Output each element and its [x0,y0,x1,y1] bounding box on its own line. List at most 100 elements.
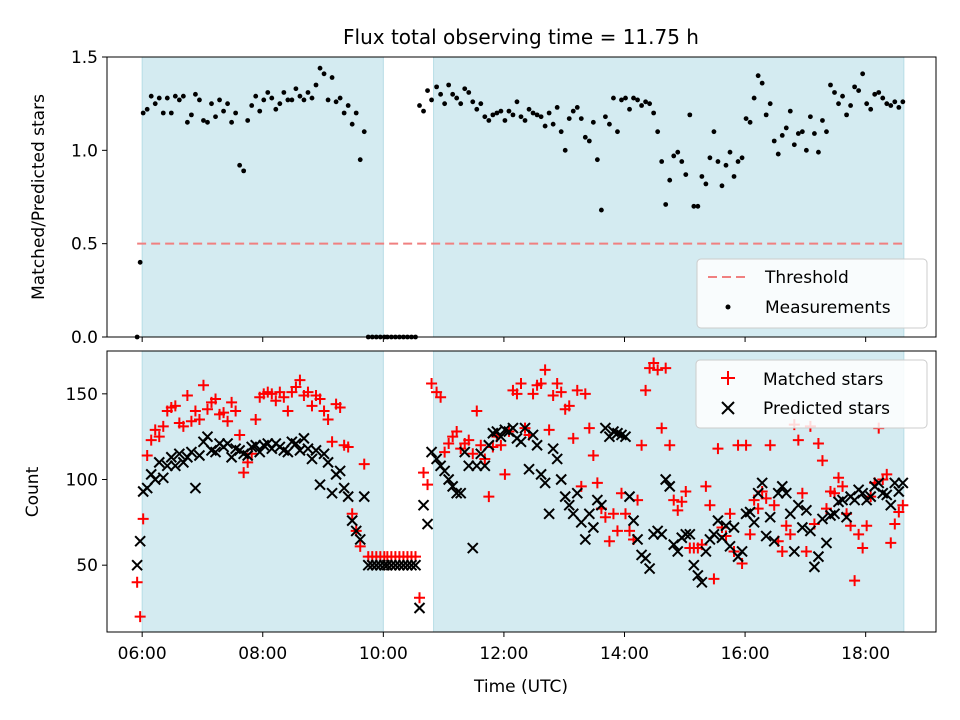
matched-star-point [471,405,483,417]
predicted-star-point [684,528,696,541]
measurement-point [868,106,874,112]
predicted-star-point [680,528,692,541]
measurement-point [590,119,596,125]
predicted-star-point [131,559,143,571]
bottom-legend-box [695,359,928,429]
matched-star-point [664,439,676,451]
predicted-star-point [539,477,551,489]
predicted-star-point [804,525,817,537]
measurement-point [727,149,733,155]
matched-star-point [131,576,143,588]
measurement-point [333,99,339,105]
predicted-star-point [643,562,656,575]
predicted-star-point [796,521,809,534]
measurement-point [514,99,520,105]
measurement-point [615,129,620,135]
matched-star-point [326,436,338,448]
measurement-point [313,82,319,88]
measurement-point [160,110,166,116]
measurement-point [546,110,552,116]
predicted-star-point [421,518,434,530]
measurement-point [611,95,616,101]
measurement-point [253,93,259,99]
matched-star-point [294,374,306,386]
measurement-point [719,183,725,189]
measurement-point [156,95,162,101]
measurement-point [803,147,809,153]
matched-stars-series [131,357,909,623]
matched-star-point [660,362,672,374]
matched-star-point [812,438,824,450]
predicted-star-point [555,473,567,486]
measurement-point [603,114,608,120]
predicted-star-point [808,561,821,573]
matched-star-point [527,388,539,400]
predicted-star-point [350,525,362,537]
measurement-point [707,155,713,161]
measurement-point [140,110,146,116]
legend-matched-label: Matched stars [763,370,883,390]
measurement-point [619,97,624,103]
matched-star-point [342,441,354,453]
matched-star-point [177,420,189,432]
measurement-point [221,108,226,114]
measurement-point [534,112,540,118]
predicted-star-point [627,514,640,527]
matched-star-point [543,424,555,436]
matched-star-point [889,518,901,530]
measurement-point [623,95,628,101]
legend-predicted-swatch [721,401,735,415]
measurement-point [281,90,287,95]
measurement-point [799,129,805,135]
matched-star-point [222,415,234,427]
measurement-point [425,88,430,93]
measurement-point [249,103,255,108]
matched-star-point [467,448,479,460]
measurement-point [470,99,476,105]
matched-star-point [680,486,692,497]
measurement-point [526,106,532,112]
measurement-point [530,110,536,116]
matched-star-point [555,386,567,398]
predicted-star-point [405,559,418,571]
matched-star-point [700,480,712,492]
predicted-star-point [881,489,893,501]
matched-star-point [579,388,591,400]
measurement-point [482,114,488,120]
predicted-star-point [165,451,178,463]
measurement-point [832,90,837,95]
measurement-point [510,112,516,118]
matched-star-point [535,378,547,390]
predicted-star-point [712,514,724,527]
top-legend: Threshold Measurements [696,258,928,329]
predicted-star-point [788,545,801,558]
matched-star-point [193,414,205,426]
measurement-point [241,168,247,174]
matched-star-point [792,434,804,446]
measurement-point [454,95,460,101]
matched-star-point [599,511,611,523]
predicted-star-point [193,449,206,462]
matched-star-point [185,415,197,427]
measurement-point [635,97,640,103]
measurement-point [357,157,363,163]
measurement-point [184,119,190,125]
measurement-point [434,84,439,90]
predicted-star-point [157,472,169,484]
measurement-point [321,71,327,77]
measurement-point [269,95,275,101]
predicted-star-point [338,482,350,494]
predicted-star-point [599,422,612,434]
x-axis-label: Time (UTC) [473,677,568,697]
predicted-star-point [692,569,704,582]
matched-star-point [571,384,583,396]
top-ylabel: Matched/Predicted stars [29,94,49,300]
predicted-star-point [728,521,740,534]
measurement-point [345,103,351,108]
xtick-label: 14:00 [600,644,649,664]
measurement-point [349,121,355,127]
predicted-star-point [744,506,756,518]
predicted-star-point [318,448,330,460]
measurement-point [317,65,323,71]
measurement-point [152,101,158,107]
